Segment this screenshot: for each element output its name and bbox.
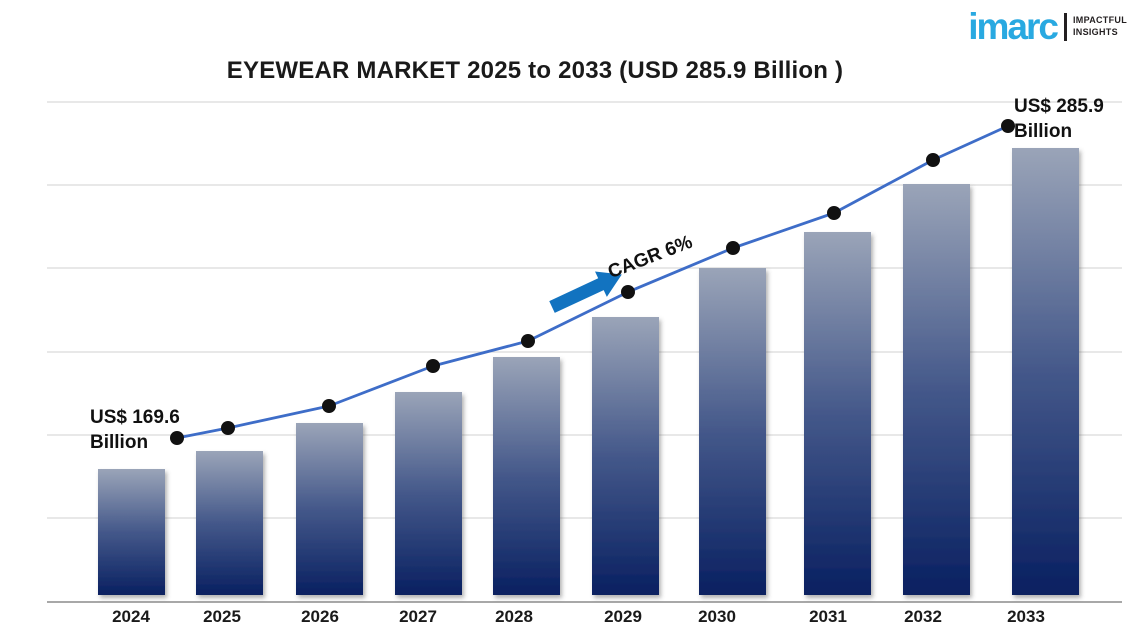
x-axis-label-2026: 2026 xyxy=(301,607,339,626)
x-axis-label-2030: 2030 xyxy=(698,607,736,626)
start-value-line1: US$ 169.6 xyxy=(90,407,180,428)
start-value-line2: Billion xyxy=(90,431,149,453)
x-axis-label-2032: 2032 xyxy=(904,607,942,626)
marker-2032 xyxy=(926,153,940,167)
bar-2024 xyxy=(98,469,165,595)
bar-2029 xyxy=(592,317,659,595)
marker-2031 xyxy=(827,206,841,220)
x-axis-label-2025: 2025 xyxy=(203,607,241,626)
cagr-arrow-icon xyxy=(549,271,622,313)
bar-2025 xyxy=(196,451,263,595)
bar-2028 xyxy=(493,357,560,595)
marker-2026 xyxy=(322,399,336,413)
end-value-line2: Billion xyxy=(1014,120,1073,142)
bar-2030 xyxy=(699,268,766,595)
imarc-logo-wordmark: imarc xyxy=(968,6,1059,47)
x-axis-label-2024: 2024 xyxy=(112,607,150,626)
imarc-logo: imarc IMPACTFUL INSIGHTS xyxy=(968,8,1127,45)
x-axis-label-2029: 2029 xyxy=(604,607,642,626)
end-value-line1: US$ 285.9 xyxy=(1014,96,1104,117)
logo-tagline-line2: INSIGHTS xyxy=(1072,26,1118,37)
bar-2027 xyxy=(395,392,462,595)
logo-tagline-line1: IMPACTFUL xyxy=(1072,15,1127,26)
logo-divider xyxy=(1063,12,1067,41)
start-value-annotation: US$ 169.6 Billion xyxy=(90,406,180,455)
marker-2029 xyxy=(621,285,635,299)
bar-2033 xyxy=(1012,148,1079,595)
x-axis-label-2027: 2027 xyxy=(399,607,437,626)
marker-2033 xyxy=(1001,119,1015,133)
bar-2026 xyxy=(296,423,363,595)
bar-2031 xyxy=(804,232,871,595)
marker-2025 xyxy=(221,421,235,435)
x-axis-label-2031: 2031 xyxy=(809,607,847,626)
marker-2030 xyxy=(726,241,740,255)
marker-2027 xyxy=(426,359,440,373)
trend-line xyxy=(176,124,1009,440)
logo-tagline: IMPACTFUL INSIGHTS xyxy=(1073,15,1127,38)
page-title: EYEWEAR MARKET 2025 to 2033 (USD 285.9 B… xyxy=(226,57,844,84)
marker-2028 xyxy=(521,334,535,348)
end-value-annotation: US$ 285.9 Billion xyxy=(1014,95,1104,144)
x-axis-label-2028: 2028 xyxy=(495,607,533,626)
x-axis-label-2033: 2033 xyxy=(1007,607,1045,626)
marker-2024 xyxy=(170,431,184,445)
bar-2032 xyxy=(903,184,970,595)
